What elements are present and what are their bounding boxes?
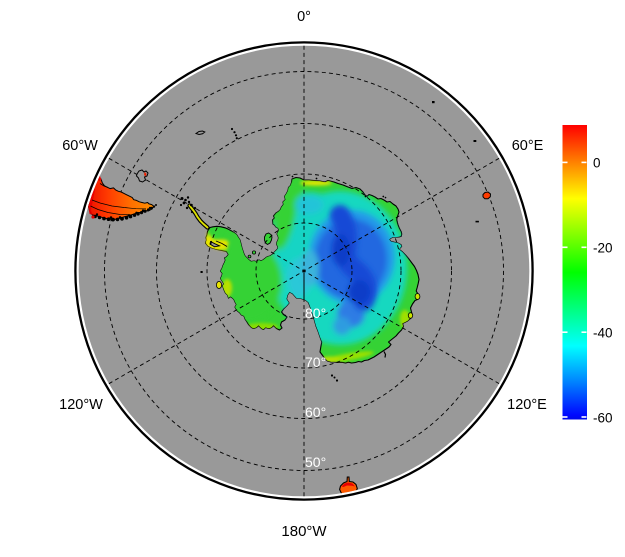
svg-text:0: 0	[593, 156, 601, 171]
svg-text:60°W: 60°W	[62, 138, 98, 154]
svg-text:180°W: 180°W	[281, 523, 327, 540]
svg-text:60°E: 60°E	[512, 138, 544, 154]
svg-text:0°: 0°	[297, 9, 311, 25]
svg-text:50°: 50°	[305, 454, 326, 470]
svg-text:120°W: 120°W	[59, 397, 103, 413]
svg-text:120°E: 120°E	[507, 397, 547, 413]
svg-text:70°: 70°	[305, 354, 326, 370]
svg-text:-20: -20	[593, 241, 613, 256]
svg-text:-60: -60	[593, 411, 613, 426]
svg-text:60°: 60°	[305, 404, 326, 420]
svg-text:80°: 80°	[305, 305, 326, 321]
svg-text:-40: -40	[593, 326, 613, 341]
